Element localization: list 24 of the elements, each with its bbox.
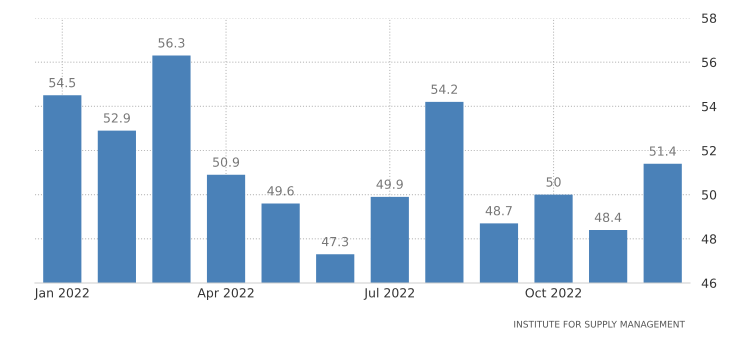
data-label: 48.4	[594, 212, 622, 222]
data-label: 51.4	[650, 146, 676, 156]
x-tick-label: Jan 2022	[34, 288, 89, 300]
data-label: 56.3	[158, 38, 184, 48]
y-tick-label: 46	[702, 278, 716, 288]
y-tick-label: 50	[702, 190, 716, 200]
y-tick-label: 56	[702, 58, 716, 68]
data-label: 50.9	[213, 157, 240, 167]
y-tick-label: 48	[702, 234, 716, 244]
data-label: 54.5	[49, 78, 76, 88]
data-label: 54.2	[431, 84, 458, 94]
text: INSTITUTE FOR SUPPLY MANAGEMENT	[514, 320, 686, 328]
data-label: 52.9	[104, 113, 130, 123]
y-tick-label: 58	[702, 13, 716, 23]
data-label: 49.6	[267, 186, 294, 196]
data-label: 49.9	[376, 179, 403, 189]
y-tick-label: 54	[702, 102, 716, 112]
data-label: 48.7	[486, 206, 512, 216]
y-tick-label: 52	[702, 146, 716, 156]
x-tick-label: Oct 2022	[526, 288, 581, 298]
x-tick-label: Apr 2022	[197, 288, 254, 300]
data-label: 47.3	[322, 236, 348, 246]
x-tick-label: Jul 2022	[364, 288, 414, 300]
data-label: 50	[546, 177, 561, 187]
